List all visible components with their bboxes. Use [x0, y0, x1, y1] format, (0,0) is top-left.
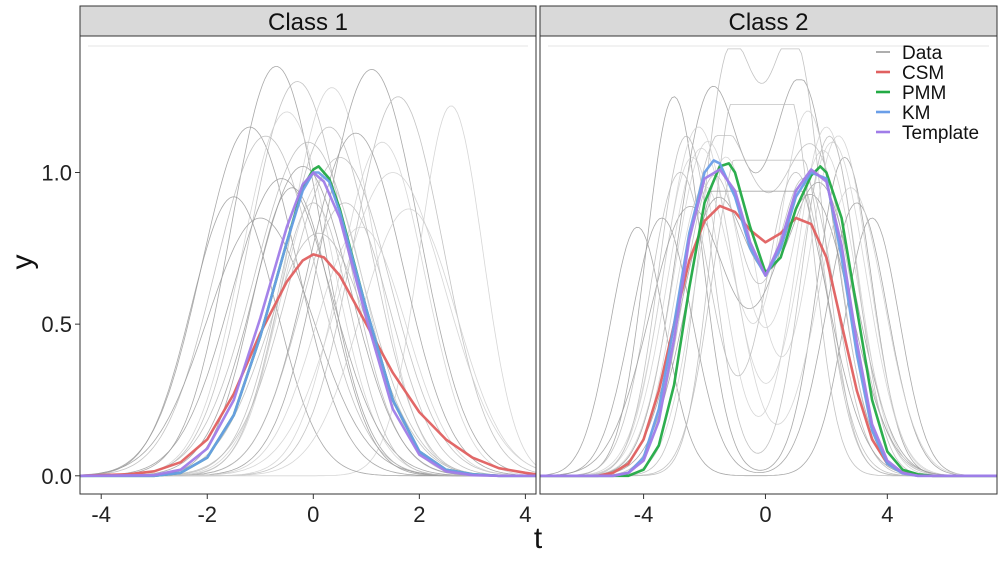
- legend-label: PMM: [902, 83, 946, 104]
- legend-label: Data: [902, 43, 943, 64]
- series-km: [80, 171, 536, 478]
- series-template: [540, 168, 997, 478]
- series-csm: [80, 253, 536, 478]
- panel-border: [539, 35, 998, 495]
- y-tick-label: 1.0: [41, 160, 72, 185]
- legend-item-csm: CSM: [876, 63, 944, 84]
- panel-1: Class 1 -4 -2 0 2 4: [79, 5, 537, 527]
- y-axis-label: y: [6, 255, 39, 270]
- data-curve: [540, 193, 997, 477]
- x-tick-label: 0: [307, 502, 319, 527]
- facet-strip: [539, 5, 998, 37]
- x-tick-label: -4: [634, 502, 654, 527]
- plot-marks: [80, 45, 536, 478]
- legend-label: CSM: [902, 63, 944, 84]
- legend-item-pmm: PMM: [876, 83, 946, 104]
- facet-title: Class 1: [268, 9, 348, 36]
- y-tick-label: 0.5: [41, 312, 72, 337]
- facet-strip: [79, 5, 537, 37]
- y-axis: 0.0 0.5 1.0: [41, 160, 80, 489]
- panels-layer: Class 1 -4 -2 0 2 4 Class 2 -4 0 4: [79, 5, 998, 527]
- data-curve: [540, 126, 997, 477]
- data-curve: [540, 140, 997, 477]
- data-curve: [540, 217, 997, 477]
- y-tick-label: 0.0: [41, 464, 72, 489]
- x-tick-label: 0: [759, 502, 771, 527]
- data-curve: [540, 202, 997, 477]
- plot-area: [80, 36, 536, 494]
- x-tick-label: 2: [413, 502, 425, 527]
- panel-2: Class 2 -4 0 4: [539, 5, 998, 527]
- plot-marks: [540, 45, 997, 478]
- x-tick-label: 4: [881, 502, 893, 527]
- facet-title: Class 2: [728, 9, 808, 36]
- legend-item-data: Data: [876, 43, 943, 64]
- panel-border: [79, 35, 537, 495]
- data-curve: [80, 178, 536, 477]
- x-tick-label: 4: [519, 502, 531, 527]
- legend-label: Template: [902, 123, 979, 144]
- legend-item-km: KM: [876, 103, 931, 124]
- x-tick-label: -4: [91, 502, 111, 527]
- x-axis-label: t: [534, 522, 543, 555]
- series-pmm: [540, 162, 997, 478]
- data-curve: [540, 126, 997, 477]
- x-tick-label: -2: [197, 502, 217, 527]
- legend-label: KM: [902, 103, 931, 124]
- legend-item-template: Template: [876, 123, 979, 144]
- series-template: [80, 171, 536, 478]
